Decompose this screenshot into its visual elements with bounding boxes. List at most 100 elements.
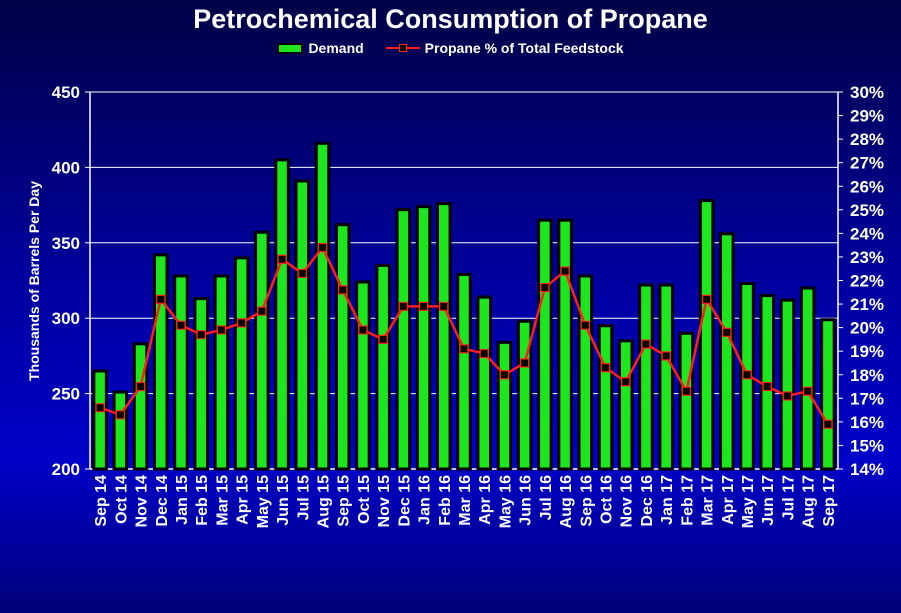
point-propane-pct [520,358,530,368]
point-propane-pct [439,301,449,312]
point-propane-pct [115,410,125,420]
legend-swatch-propane-pct [385,43,420,53]
point-propane-pct [277,254,287,264]
bar-demand [638,283,654,471]
point-propane-pct [701,294,712,304]
y-left-tick-label: 350 [52,234,80,253]
bar-demand [395,208,412,471]
x-tick-label: Jun 15 [275,475,292,526]
y-right-tick-label: 24% [850,224,884,243]
bar-demand [415,205,432,471]
x-tick-label: Jul 15 [295,475,312,520]
x-tick-label: Aug 15 [315,475,332,528]
point-propane-pct [742,370,752,380]
point-propane-pct [762,381,772,392]
bar-demand [557,218,573,471]
bar-demand [334,223,351,471]
y-right-tick-label: 29% [850,107,884,126]
x-tick-label: Apr 16 [477,475,494,525]
x-tick-label: Sep 16 [578,475,595,527]
bar-demand [314,141,331,471]
point-propane-pct [600,363,611,373]
bar-demand [658,283,674,471]
point-propane-pct [560,266,570,276]
chart-legend: Demand Propane % of Total Feedstock [0,40,901,56]
bar-demand [516,319,533,471]
x-tick-label: Jul 17 [780,475,797,520]
x-tick-label: Dec 14 [154,475,171,527]
x-tick-label: Jan 15 [174,475,191,525]
x-tick-label: Jun 16 [518,475,535,526]
point-propane-pct [216,325,227,335]
point-propane-pct [479,348,489,359]
point-propane-pct [722,327,732,337]
point-propane-pct [540,282,550,293]
chart-title: Petrochemical Consumption of Propane [193,4,708,34]
x-tick-label: May 17 [740,475,757,528]
x-tick-label: Aug 16 [558,475,575,528]
point-propane-pct [135,381,146,392]
point-propane-pct [358,325,368,335]
bar-demand [173,274,189,471]
point-propane-pct [398,301,408,312]
legend-item-propane-pct: Propane % of Total Feedstock [385,40,624,56]
y-right-tick-label: 19% [850,342,884,361]
y-right-tick-label: 18% [850,366,884,385]
bar-demand [476,295,492,471]
x-tick-label: Jan 17 [659,475,676,525]
x-tick-label: Oct 15 [356,475,373,524]
bar-demand [456,272,472,471]
bar-demand [193,297,209,471]
x-tick-label: Mar 15 [214,475,231,526]
point-propane-pct [378,334,388,345]
bar-demand [92,369,108,471]
bar-demand [678,331,695,471]
point-propane-pct [499,370,510,380]
point-propane-pct [803,386,813,396]
x-tick-label: Feb 15 [194,475,211,526]
bar-demand [355,280,371,471]
y-right-tick-label: 14% [850,460,884,479]
point-propane-pct [823,419,833,429]
point-propane-pct [338,285,348,295]
point-propane-pct [176,320,186,330]
point-propane-pct [459,344,469,354]
y-left-tick-label: 300 [52,309,80,328]
bar-demand [820,318,836,471]
bar-demand [152,253,169,471]
x-tick-label: Sep 17 [821,475,838,527]
bar-demand [294,179,311,471]
bar-demand [274,158,290,471]
legend-swatch-demand [277,42,304,54]
bar-demand [719,232,735,471]
point-propane-pct [782,391,793,401]
bar-demand [112,390,129,471]
x-tick-label: Oct 14 [113,475,130,524]
x-tick-label: May 15 [255,475,272,528]
y-left-tick-label: 400 [52,158,80,177]
x-tick-label: Sep 15 [336,475,353,527]
y-right-tick-label: 15% [850,436,884,455]
bar-demand [779,298,796,471]
bar-demand [537,218,553,471]
x-tick-label: Dec 15 [396,475,413,527]
x-tick-label: Jan 16 [417,475,434,525]
bar-demand [799,286,816,471]
x-tick-label: Jun 17 [760,475,777,526]
bar-demand [597,324,614,471]
x-tick-label: Apr 17 [720,475,737,525]
y-left-tick-label: 250 [52,385,80,404]
y-right-tick-label: 27% [850,154,884,173]
bar-demand [233,256,250,471]
bar-demand [213,274,230,471]
point-propane-pct [156,294,166,304]
x-tick-label: Dec 16 [639,475,656,527]
x-tick-label: Feb 16 [437,475,454,526]
point-propane-pct [237,318,247,328]
bar-demand [577,274,594,471]
x-tick-label: Jul 16 [538,475,555,520]
y-right-tick-label: 20% [850,319,884,338]
legend-label-demand: Demand [308,40,364,56]
bar-demand [496,340,513,471]
x-tick-label: Mar 16 [457,475,474,526]
